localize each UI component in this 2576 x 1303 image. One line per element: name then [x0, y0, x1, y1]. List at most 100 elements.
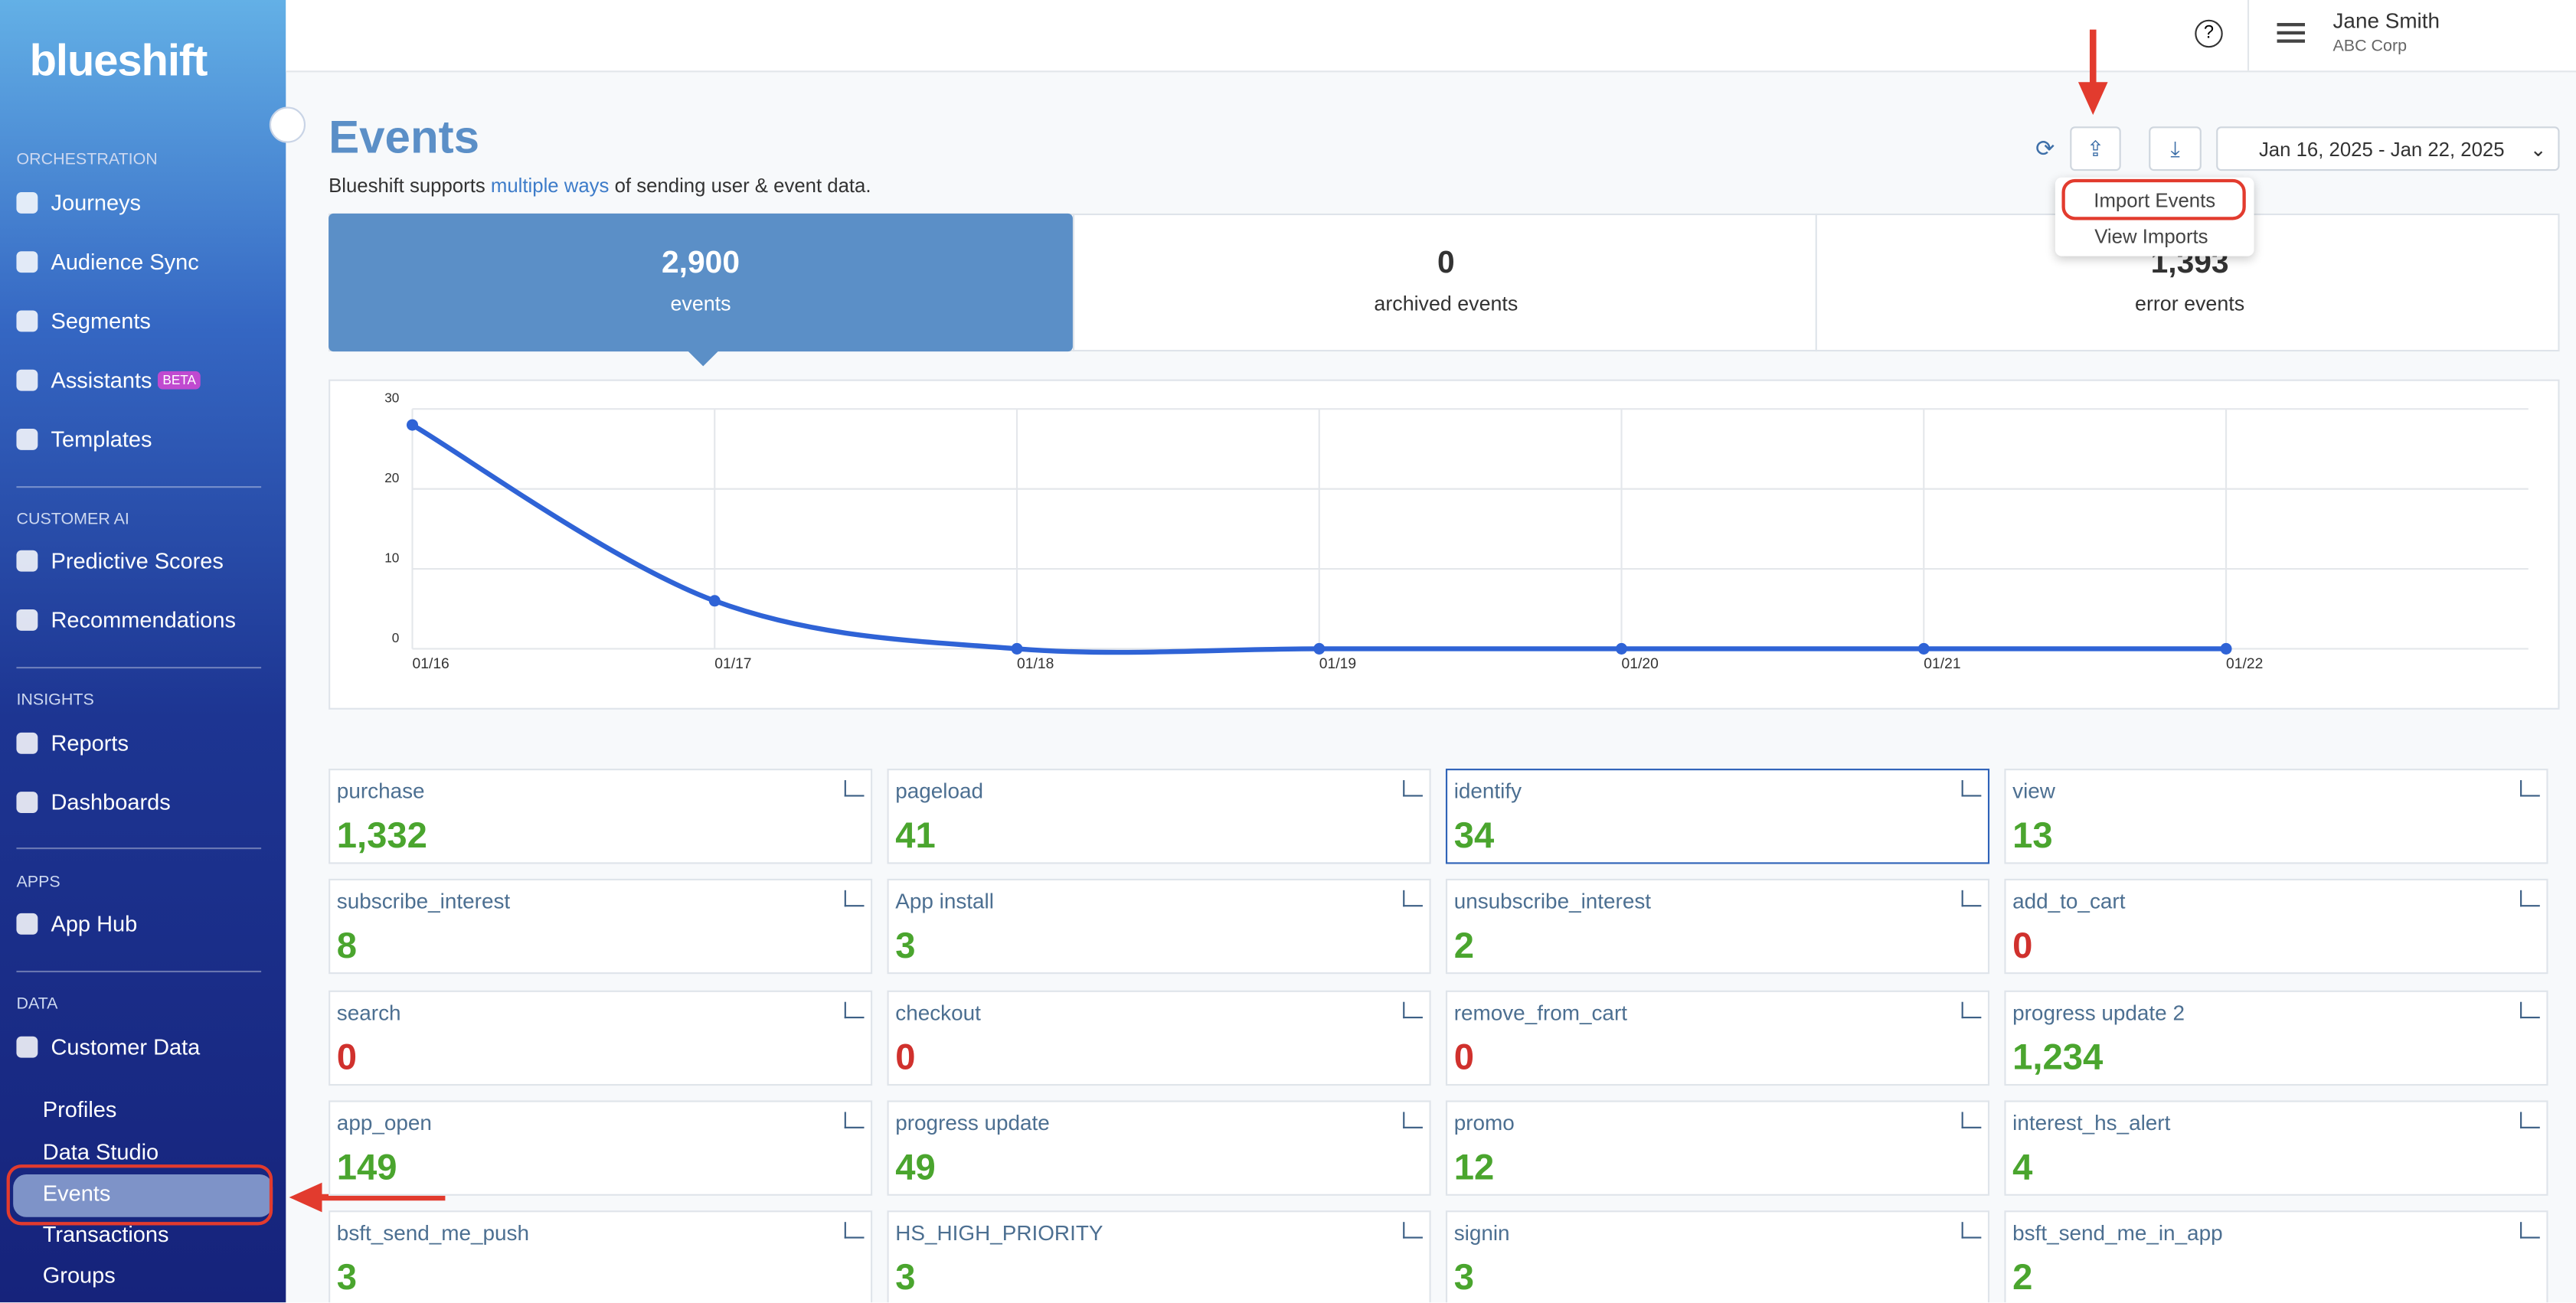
trend-icon[interactable] [1961, 780, 1982, 797]
event-name: progress update 2 [2012, 999, 2185, 1024]
divider [16, 486, 262, 488]
event-card[interactable]: promo 12 [1445, 1100, 1990, 1196]
point [2220, 642, 2232, 655]
event-card[interactable]: purchase 1,332 [329, 769, 873, 864]
trend-icon[interactable] [844, 1112, 865, 1128]
event-name: purchase [336, 778, 425, 804]
upload-button[interactable]: ⇪ [2070, 126, 2121, 171]
trend-icon[interactable] [1961, 1001, 1982, 1018]
event-name: bsft_send_me_push [336, 1220, 530, 1246]
trend-icon[interactable] [1961, 1222, 1982, 1239]
section-title: APPS [16, 874, 60, 892]
section-title: INSIGHTS [16, 691, 94, 710]
nav-item[interactable]: Assistants [51, 367, 152, 393]
nav-icon [16, 310, 38, 332]
event-card[interactable]: pageload 41 [887, 769, 1431, 864]
nav-item[interactable]: Journeys [51, 190, 142, 216]
nav-item[interactable]: Audience Sync [51, 250, 199, 275]
trend-icon[interactable] [2520, 1222, 2540, 1239]
section-title: ORCHESTRATION [16, 151, 158, 169]
event-name: subscribe_interest [336, 889, 511, 914]
event-card[interactable]: unsubscribe_interest 2 [1445, 879, 1990, 975]
trend-icon[interactable] [1961, 1112, 1982, 1128]
x-tick-label: 01/21 [1924, 656, 1960, 672]
y-tick-label: 30 [384, 390, 399, 406]
event-card[interactable]: checkout 0 [887, 989, 1431, 1086]
event-card[interactable]: subscribe_interest 8 [329, 879, 873, 975]
event-count: 4 [2012, 1146, 2033, 1187]
event-name: App install [895, 889, 994, 914]
event-count: 3 [895, 1256, 916, 1298]
event-card[interactable]: progress update 49 [887, 1100, 1431, 1196]
nav-item[interactable]: Dashboards [51, 789, 171, 815]
help-icon[interactable]: ? [2195, 19, 2223, 48]
date-range: Jan 16, 2025 - Jan 22, 2025 [2258, 138, 2505, 162]
date-picker[interactable]: Jan 16, 2025 - Jan 22, 2025 ⌄ [2216, 126, 2560, 171]
menu-item[interactable]: Import Events [2094, 188, 2216, 212]
event-count: 0 [1453, 1035, 1474, 1077]
company: ABC Corp [2332, 38, 2408, 56]
nav-item[interactable]: Customer Data [51, 1034, 201, 1060]
trend-icon[interactable] [1403, 1112, 1423, 1128]
event-name: signin [1453, 1220, 1510, 1246]
refresh-icon[interactable]: ⟳ [2035, 134, 2055, 162]
trend-icon[interactable] [2520, 780, 2540, 797]
event-count: 3 [895, 925, 916, 967]
stat-label: archived events [1374, 292, 1518, 315]
trend-icon[interactable] [2520, 1001, 2540, 1018]
stat-card[interactable]: 0 archived events [1072, 213, 1818, 352]
trend-icon[interactable] [844, 780, 865, 797]
sub-item[interactable]: Transactions [42, 1222, 169, 1247]
x-tick-label: 01/17 [714, 656, 751, 672]
event-card[interactable]: remove_from_cart 0 [1445, 989, 1990, 1086]
top-bar: ? Jane Smith ABC Corp [286, 0, 2576, 73]
point [1917, 642, 1930, 655]
nav-item[interactable]: App Hub [51, 911, 138, 936]
nav-item[interactable]: Predictive Scores [51, 548, 224, 573]
nav-item[interactable]: Segments [51, 309, 151, 334]
point [1011, 642, 1023, 655]
event-name: search [336, 999, 401, 1024]
nav-item[interactable]: Recommendations [51, 607, 237, 632]
divider [16, 847, 262, 850]
event-card[interactable]: search 0 [329, 989, 873, 1086]
menu-icon[interactable] [2277, 23, 2306, 43]
trend-icon[interactable] [844, 1222, 865, 1239]
event-card[interactable]: signin 3 [1445, 1210, 1990, 1303]
sub-item[interactable]: Data Studio [42, 1139, 159, 1165]
trend-icon[interactable] [844, 1001, 865, 1018]
sub-item[interactable]: Events [42, 1181, 111, 1206]
event-card[interactable]: App install 3 [887, 879, 1431, 975]
menu-item[interactable]: View Imports [2094, 224, 2208, 248]
trend-icon[interactable] [1403, 780, 1423, 797]
event-card[interactable]: interest_hs_alert 4 [2004, 1100, 2548, 1196]
trend-icon[interactable] [1403, 1222, 1423, 1239]
link[interactable]: multiple ways [490, 174, 610, 198]
stat-card[interactable]: 2,900 events [329, 213, 1073, 367]
highlight [6, 1164, 273, 1226]
event-name: promo [1453, 1110, 1515, 1135]
event-card[interactable]: bsft_send_me_in_app 2 [2004, 1210, 2548, 1303]
event-card[interactable]: identify 34 [1445, 769, 1990, 864]
event-card[interactable]: bsft_send_me_push 3 [329, 1210, 873, 1303]
event-card[interactable]: progress update 2 1,234 [2004, 989, 2548, 1086]
trend-icon[interactable] [1403, 890, 1423, 907]
trend-icon[interactable] [844, 890, 865, 907]
logo: blueshift [29, 36, 208, 86]
event-card[interactable]: HS_HIGH_PRIORITY 3 [887, 1210, 1431, 1303]
y-tick-label: 10 [384, 550, 399, 565]
download-button[interactable]: ⤓ [2149, 126, 2202, 171]
trend-icon[interactable] [2520, 890, 2540, 907]
event-card[interactable]: view 13 [2004, 769, 2548, 864]
event-card[interactable]: add_to_cart 0 [2004, 879, 2548, 975]
nav-item[interactable]: Templates [51, 426, 152, 452]
nav-item[interactable]: Reports [51, 730, 129, 756]
trend-icon[interactable] [2520, 1112, 2540, 1128]
sub-item[interactable]: Groups [42, 1262, 116, 1288]
collapse-button[interactable] [269, 106, 306, 143]
nav-icon [16, 913, 38, 935]
trend-icon[interactable] [1961, 890, 1982, 907]
sub-item[interactable]: Profiles [42, 1097, 117, 1122]
event-card[interactable]: app_open 149 [329, 1100, 873, 1196]
trend-icon[interactable] [1403, 1001, 1423, 1018]
